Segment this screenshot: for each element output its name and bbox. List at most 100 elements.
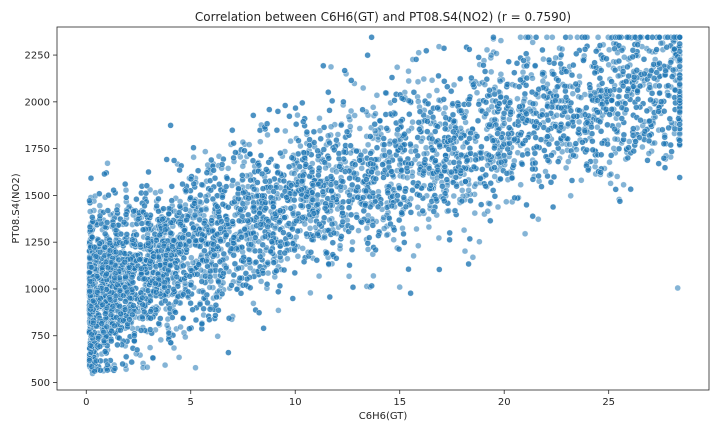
data-point xyxy=(239,200,247,207)
data-point xyxy=(175,354,183,361)
data-point xyxy=(484,162,491,169)
data-point xyxy=(413,225,420,233)
data-point xyxy=(324,132,332,139)
data-point xyxy=(188,254,195,261)
data-point xyxy=(230,251,237,259)
data-point xyxy=(122,186,130,194)
data-point xyxy=(519,69,527,76)
data-point xyxy=(461,247,469,255)
data-point xyxy=(498,134,505,141)
data-point xyxy=(206,306,214,313)
data-point xyxy=(535,215,542,223)
data-point xyxy=(364,246,372,253)
data-point xyxy=(293,233,300,241)
data-point xyxy=(452,174,460,181)
data-point xyxy=(250,112,257,119)
data-point xyxy=(618,46,626,54)
data-point xyxy=(631,34,639,41)
data-point xyxy=(646,84,654,91)
data-point xyxy=(494,203,502,211)
data-point xyxy=(181,227,188,234)
data-point xyxy=(578,177,585,184)
data-point xyxy=(264,131,271,139)
data-point xyxy=(245,141,253,148)
data-point xyxy=(445,207,452,215)
data-point xyxy=(414,134,421,141)
data-point xyxy=(420,75,428,83)
data-point xyxy=(465,187,472,194)
data-point xyxy=(354,176,362,183)
data-point xyxy=(622,78,630,85)
data-point xyxy=(239,162,247,170)
data-point xyxy=(405,67,412,75)
data-point xyxy=(564,114,572,121)
data-point xyxy=(292,120,300,128)
data-point xyxy=(541,147,548,154)
data-point xyxy=(630,125,637,132)
data-point xyxy=(573,146,580,153)
data-point xyxy=(289,295,297,302)
data-point xyxy=(613,173,621,180)
data-point xyxy=(327,63,335,71)
data-point xyxy=(505,58,512,65)
data-point xyxy=(415,98,422,105)
data-point xyxy=(202,206,210,213)
data-point xyxy=(550,173,558,181)
data-point xyxy=(346,191,353,199)
data-point xyxy=(550,60,558,67)
data-point xyxy=(521,90,529,98)
data-point xyxy=(553,112,561,119)
data-point xyxy=(97,367,104,374)
data-point xyxy=(477,149,485,157)
data-point xyxy=(276,242,284,250)
data-point xyxy=(562,34,569,41)
data-point xyxy=(437,172,445,180)
data-point xyxy=(172,298,180,306)
data-point xyxy=(313,256,321,264)
data-point xyxy=(328,220,336,228)
data-point xyxy=(257,138,264,145)
data-point xyxy=(657,39,665,47)
data-point xyxy=(157,336,165,344)
data-point xyxy=(225,315,233,322)
data-point xyxy=(482,182,489,190)
data-point xyxy=(491,193,499,200)
data-point xyxy=(607,170,615,178)
data-point xyxy=(639,143,646,151)
data-point xyxy=(614,100,621,108)
data-point xyxy=(349,238,356,246)
data-point xyxy=(161,361,169,369)
data-point xyxy=(425,216,432,223)
data-point xyxy=(425,92,433,100)
data-point xyxy=(359,106,366,113)
data-point xyxy=(606,158,613,166)
data-point xyxy=(146,344,154,351)
data-point xyxy=(370,272,377,280)
data-point xyxy=(425,223,433,231)
data-point xyxy=(529,39,536,46)
data-point xyxy=(483,75,491,83)
data-point xyxy=(458,187,466,194)
data-point xyxy=(291,246,298,254)
data-point xyxy=(469,254,477,261)
data-point xyxy=(133,231,140,239)
data-point xyxy=(664,34,671,41)
data-point xyxy=(539,77,547,85)
data-point xyxy=(372,110,379,117)
data-point xyxy=(624,154,632,162)
data-point xyxy=(294,111,301,119)
data-point xyxy=(497,71,505,78)
data-point xyxy=(433,87,441,94)
data-point xyxy=(96,190,103,197)
data-point xyxy=(483,46,491,54)
data-point xyxy=(319,188,327,196)
data-point xyxy=(497,37,505,44)
data-point xyxy=(552,54,559,62)
data-point xyxy=(420,150,428,158)
data-point xyxy=(348,246,356,253)
data-point xyxy=(410,252,417,260)
data-point xyxy=(395,245,403,253)
data-point xyxy=(336,242,344,249)
data-point xyxy=(456,75,464,83)
